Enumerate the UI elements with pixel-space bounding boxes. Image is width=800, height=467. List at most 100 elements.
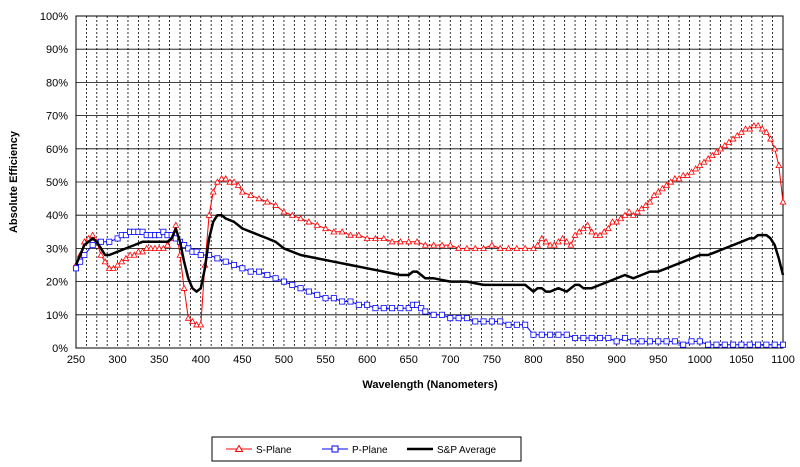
- data-point: [713, 341, 720, 348]
- data-point: [600, 228, 608, 235]
- data-point: [688, 338, 695, 345]
- x-tick-label: 550: [316, 354, 334, 366]
- data-point: [160, 228, 167, 235]
- data-point: [222, 175, 230, 182]
- x-tick-label: 600: [358, 354, 376, 366]
- data-point: [725, 138, 733, 145]
- data-point: [330, 295, 337, 302]
- x-tick-label: 250: [67, 354, 85, 366]
- data-point: [572, 335, 579, 342]
- data-point: [529, 244, 537, 251]
- data-point: [488, 318, 495, 325]
- legend-p-plane-label: P-Plane: [352, 445, 388, 456]
- legend-item-sp-average: S&P Average: [407, 445, 497, 456]
- data-point: [164, 241, 171, 248]
- data-point: [471, 244, 479, 251]
- data-point: [289, 281, 296, 288]
- data-point: [193, 248, 200, 255]
- data-point: [742, 125, 750, 132]
- data-point: [388, 238, 396, 245]
- data-point: [455, 315, 462, 322]
- data-point: [159, 244, 167, 251]
- data-point: [156, 232, 163, 239]
- data-point: [567, 241, 575, 248]
- data-point: [755, 341, 762, 348]
- data-point: [280, 278, 287, 285]
- data-point: [534, 241, 542, 248]
- data-point: [405, 238, 413, 245]
- data-point: [679, 171, 687, 178]
- data-point: [414, 301, 421, 308]
- data-point: [430, 311, 437, 318]
- data-point: [638, 338, 645, 345]
- data-point: [655, 338, 662, 345]
- data-point: [696, 161, 704, 168]
- data-point: [663, 338, 670, 345]
- data-point: [389, 305, 396, 312]
- data-point: [288, 211, 296, 218]
- y-tick-label: 100%: [40, 11, 68, 23]
- data-point: [675, 175, 683, 182]
- data-point: [633, 208, 641, 215]
- legend: S-Plane P-Plane S&P Average: [211, 436, 522, 462]
- data-point: [521, 244, 529, 251]
- data-point: [584, 221, 592, 228]
- data-point: [89, 242, 96, 249]
- data-point: [418, 305, 425, 312]
- data-point: [97, 238, 104, 245]
- data-point: [680, 341, 687, 348]
- data-point: [272, 201, 280, 208]
- data-point: [646, 338, 653, 345]
- data-point: [305, 288, 312, 295]
- data-point: [638, 204, 646, 212]
- data-point: [305, 218, 313, 225]
- data-point: [143, 244, 151, 251]
- data-point: [708, 151, 716, 159]
- data-point: [105, 264, 113, 271]
- data-point: [542, 238, 550, 245]
- data-point: [155, 244, 163, 251]
- data-point: [230, 178, 238, 185]
- data-point: [597, 335, 604, 342]
- data-point: [771, 341, 778, 348]
- data-point: [630, 338, 637, 345]
- x-tick-label: 950: [649, 354, 667, 366]
- data-point: [371, 234, 379, 242]
- data-point: [222, 258, 229, 265]
- data-point: [422, 308, 429, 315]
- data-point: [588, 335, 595, 342]
- data-point: [613, 338, 620, 345]
- series-s-p-average: [74, 213, 785, 293]
- data-point: [118, 258, 126, 265]
- data-point: [226, 178, 234, 185]
- data-point: [671, 175, 679, 182]
- x-axis-title: Wavelength (Nanometers): [362, 379, 498, 391]
- y-tick-label: 20%: [46, 277, 68, 289]
- data-point: [621, 335, 628, 342]
- data-point: [463, 244, 471, 251]
- data-point: [238, 188, 246, 195]
- x-tick-label: 350: [150, 354, 168, 366]
- data-point: [780, 341, 787, 348]
- data-point: [272, 275, 279, 282]
- data-point: [580, 335, 587, 342]
- y-tick-label: 70%: [46, 111, 68, 123]
- data-point: [771, 145, 779, 152]
- data-point: [180, 284, 188, 291]
- x-tick-labels: 250 300 350 400 450 500 550 600 650 700 750 800 850 9…: [67, 354, 795, 366]
- data-point: [538, 331, 545, 338]
- data-point: [629, 211, 637, 218]
- x-tick-label: 400: [192, 354, 210, 366]
- data-point: [563, 331, 570, 338]
- data-point: [579, 224, 587, 232]
- data-point: [547, 331, 554, 338]
- data-point: [704, 155, 712, 162]
- data-point: [738, 341, 745, 348]
- data-point: [188, 317, 196, 325]
- data-point: [122, 232, 129, 239]
- data-point: [197, 321, 205, 328]
- data-point: [214, 255, 221, 262]
- data-point: [737, 128, 745, 135]
- data-point: [767, 135, 775, 142]
- legend-item-s-plane: S-Plane: [226, 444, 292, 456]
